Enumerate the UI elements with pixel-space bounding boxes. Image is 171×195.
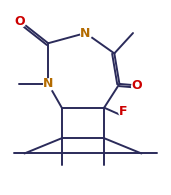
Text: N: N — [43, 77, 53, 90]
Text: O: O — [14, 15, 25, 28]
Text: N: N — [80, 27, 91, 40]
Text: ●: ● — [12, 12, 27, 30]
Text: ●: ● — [116, 102, 130, 120]
Text: ●: ● — [41, 75, 55, 93]
Text: ●: ● — [78, 24, 93, 42]
Text: ●: ● — [129, 77, 144, 95]
Text: F: F — [119, 105, 127, 118]
Text: O: O — [131, 79, 142, 92]
